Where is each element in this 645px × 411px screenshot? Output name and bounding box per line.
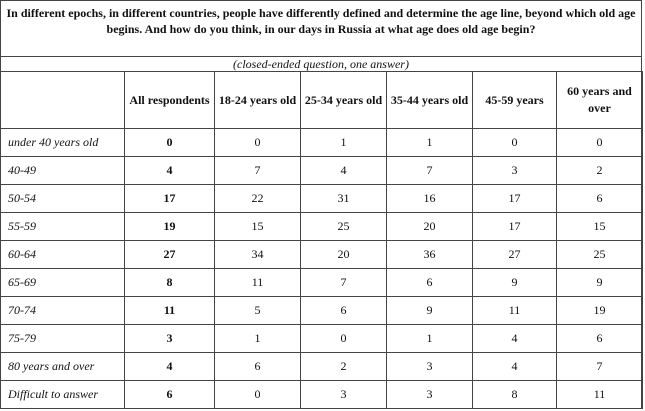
results-table: All respondents 18-24 years old 25-34 ye… — [0, 71, 643, 409]
table-cell: 16 — [386, 184, 473, 213]
table-cell: 22 — [214, 184, 301, 213]
header-cell-35-44: 35-44 years old — [386, 71, 473, 129]
table-cell: 3 — [300, 380, 387, 409]
table-cell: 7 — [214, 156, 301, 185]
table-cell: 4 — [472, 324, 557, 353]
table-cell: 7 — [300, 268, 387, 297]
table-cell: 6 — [386, 268, 473, 297]
table-cell: 9 — [556, 268, 643, 297]
table-row: 50-54 17 22 31 16 17 6 — [0, 184, 643, 213]
header-cell-empty — [0, 71, 125, 129]
table-cell: 6 — [556, 324, 643, 353]
table-cell: 11 — [472, 296, 557, 325]
row-label: 65-69 — [0, 268, 125, 297]
table-cell: 20 — [300, 240, 387, 269]
table-cell: 6 — [556, 184, 643, 213]
table-cell: 0 — [472, 128, 557, 157]
cell-all-respondents: 3 — [124, 324, 215, 353]
table-cell: 0 — [556, 128, 643, 157]
table-cell: 4 — [472, 352, 557, 381]
table-cell: 11 — [556, 380, 643, 409]
table-cell: 9 — [386, 296, 473, 325]
title-divider — [0, 56, 642, 57]
table-cell: 11 — [214, 268, 301, 297]
table-cell: 0 — [214, 380, 301, 409]
table-cell: 17 — [472, 184, 557, 213]
cell-all-respondents: 17 — [124, 184, 215, 213]
cell-all-respondents: 19 — [124, 212, 215, 241]
table-cell: 3 — [386, 380, 473, 409]
table-cell: 27 — [472, 240, 557, 269]
header-row: All respondents 18-24 years old 25-34 ye… — [0, 71, 643, 129]
header-cell-all-respondents: All respondents — [124, 71, 215, 129]
table-row: 65-69 8 11 7 6 9 9 — [0, 268, 643, 297]
table-cell: 5 — [214, 296, 301, 325]
header-cell-25-34: 25-34 years old — [300, 71, 387, 129]
table-cell: 7 — [386, 156, 473, 185]
table-cell: 15 — [214, 212, 301, 241]
cell-all-respondents: 4 — [124, 156, 215, 185]
table-row: 75-79 3 1 0 1 4 6 — [0, 324, 643, 353]
table-cell: 3 — [386, 352, 473, 381]
table-cell: 8 — [472, 380, 557, 409]
row-label: 50-54 — [0, 184, 125, 213]
table-row: 70-74 11 5 6 9 11 19 — [0, 296, 643, 325]
cell-all-respondents: 6 — [124, 380, 215, 409]
table-cell: 0 — [300, 324, 387, 353]
survey-question-title: In different epochs, in different countr… — [6, 6, 636, 36]
table-cell: 34 — [214, 240, 301, 269]
header-cell-45-59: 45-59 years — [472, 71, 557, 129]
table-row: Difficult to answer 6 0 3 3 8 11 — [0, 380, 643, 409]
row-label: 55-59 — [0, 212, 125, 241]
table-row: 60-64 27 34 20 36 27 25 — [0, 240, 643, 269]
cell-all-respondents: 4 — [124, 352, 215, 381]
table-cell: 25 — [300, 212, 387, 241]
table-cell: 15 — [556, 212, 643, 241]
row-label: under 40 years old — [0, 128, 125, 157]
table-cell: 1 — [214, 324, 301, 353]
row-label: Difficult to answer — [0, 380, 125, 409]
question-type-note: (closed-ended question, one answer) — [233, 57, 409, 71]
table-cell: 6 — [214, 352, 301, 381]
table-row: 80 years and over 4 6 2 3 4 7 — [0, 352, 643, 381]
table-cell: 19 — [556, 296, 643, 325]
table-row: 40-49 4 7 4 7 3 2 — [0, 156, 643, 185]
row-label: 60-64 — [0, 240, 125, 269]
row-label: 70-74 — [0, 296, 125, 325]
table-cell: 17 — [472, 212, 557, 241]
row-label: 80 years and over — [0, 352, 125, 381]
table-row: 55-59 19 15 25 20 17 15 — [0, 212, 643, 241]
cell-all-respondents: 8 — [124, 268, 215, 297]
table-cell: 3 — [472, 156, 557, 185]
header-cell-18-24: 18-24 years old — [214, 71, 301, 129]
table-cell: 1 — [300, 128, 387, 157]
table-cell: 2 — [556, 156, 643, 185]
table-cell: 36 — [386, 240, 473, 269]
table-body: under 40 years old 0 0 1 1 0 0 40-49 4 7 4 7 3 2 50-54… — [0, 128, 643, 409]
table-cell: 25 — [556, 240, 643, 269]
cell-all-respondents: 11 — [124, 296, 215, 325]
table-cell: 7 — [556, 352, 643, 381]
table-cell: 2 — [300, 352, 387, 381]
table-cell: 1 — [386, 128, 473, 157]
row-label: 75-79 — [0, 324, 125, 353]
table-cell: 0 — [214, 128, 301, 157]
row-label: 40-49 — [0, 156, 125, 185]
header-cell-60-plus: 60 years and over — [556, 71, 643, 129]
table-cell: 9 — [472, 268, 557, 297]
table-row: under 40 years old 0 0 1 1 0 0 — [0, 128, 643, 157]
table-cell: 1 — [386, 324, 473, 353]
table-cell: 20 — [386, 212, 473, 241]
table-cell: 31 — [300, 184, 387, 213]
table-cell: 6 — [300, 296, 387, 325]
table-cell: 4 — [300, 156, 387, 185]
cell-all-respondents: 0 — [124, 128, 215, 157]
cell-all-respondents: 27 — [124, 240, 215, 269]
